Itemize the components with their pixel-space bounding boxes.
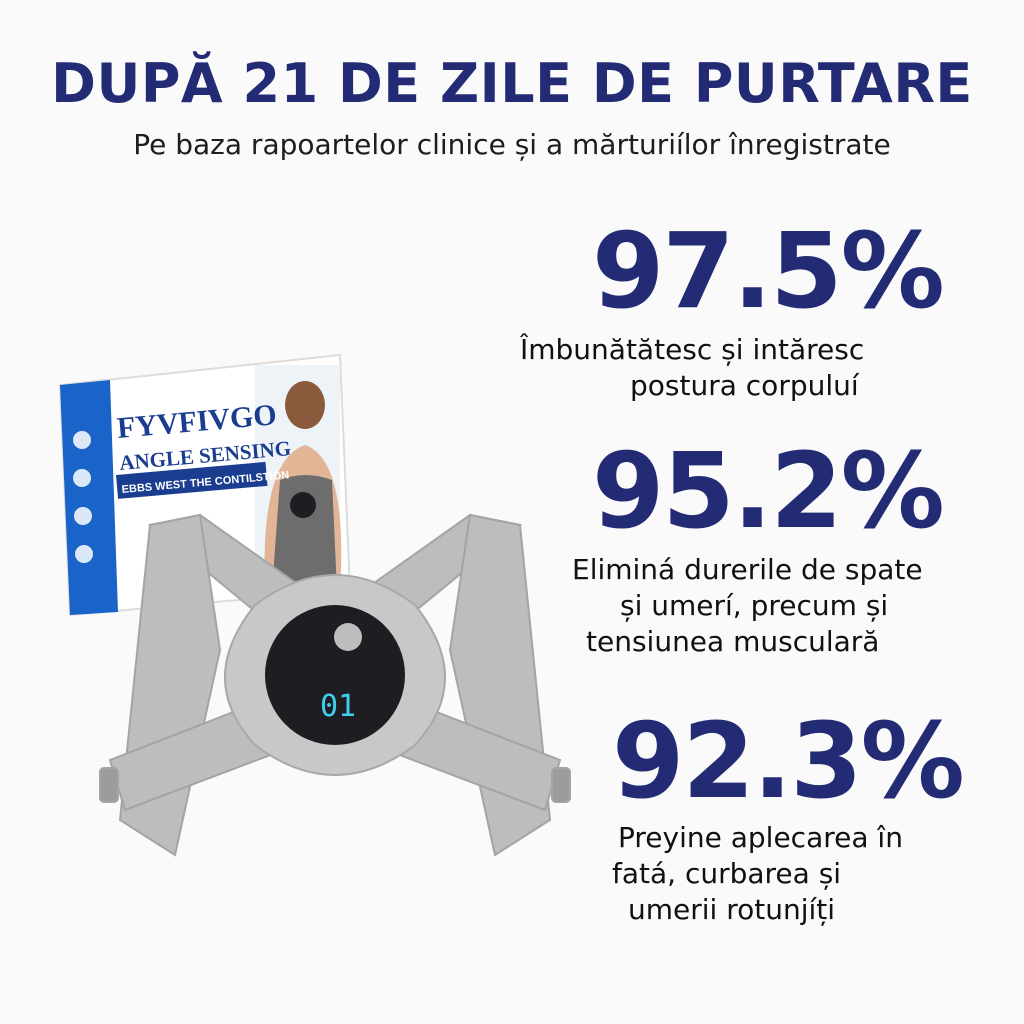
stat-desc-1-line-2: postura corpuluí (630, 369, 859, 402)
stat-desc-2: Eliminá durerile de spate și umerí, prec… (572, 552, 923, 660)
stat-desc-3-line-3: umerii rotunjíți (628, 893, 836, 926)
page-subtitle: Pe baza rapoartelor clinice și a mărturi… (133, 128, 891, 161)
device-button (334, 623, 362, 651)
stat-desc-3-line-1: Preyine aplecarea în (618, 821, 903, 854)
stat-desc-1-line-1: Îmbunătătesc și intăresc (520, 333, 865, 366)
box-feature-icon (74, 507, 92, 525)
stat-value-3: 92.3% (612, 700, 965, 822)
stat-value-2: 95.2% (592, 430, 945, 552)
woman-photo (255, 365, 342, 590)
stat-desc-3: Preyine aplecarea în fatá, curbarea și u… (612, 820, 903, 928)
device-display: 01 (320, 689, 356, 724)
stat-desc-3-line-2: fatá, curbarea și (612, 857, 842, 890)
stat-desc-2-line-2: și umerí, precum și (620, 589, 889, 622)
box-feature-icon (73, 431, 91, 449)
box-feature-icon (75, 545, 93, 563)
product-box: FYVFIVGO ANGLE SENSING EBBS WEST THE CON… (58, 353, 352, 617)
stat-desc-1: Îmbunătătesc și intăresc postura corpulu… (520, 332, 864, 404)
stat-value-1: 97.5% (592, 210, 945, 332)
stat-desc-2-line-3: tensiunea musculară (586, 625, 880, 658)
stat-desc-2-line-1: Eliminá durerile de spate (572, 553, 923, 586)
posture-sensor-device: 01 (224, 574, 446, 776)
product-illustration: FYVFIVGO ANGLE SENSING EBBS WEST THE CON… (58, 353, 571, 857)
box-feature-icon (73, 469, 91, 487)
page-title: DUPĂ 21 DE ZILE DE PURTARE (51, 52, 973, 115)
